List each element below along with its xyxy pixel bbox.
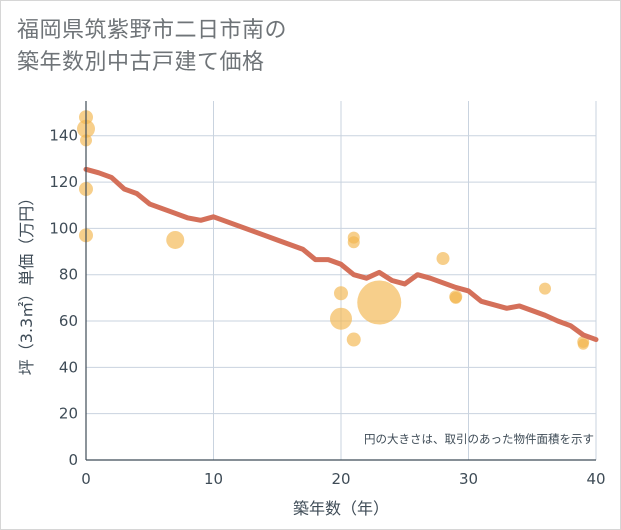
- trend-line: [83, 166, 599, 343]
- x-tick-label-30: 30: [459, 470, 478, 488]
- trend-line-group: [83, 166, 599, 343]
- axes: [85, 101, 596, 461]
- x-tick-label-0: 0: [81, 470, 91, 488]
- tick-labels: 0 10 20 30 40 0 20 40 60 80 100 120 140: [49, 127, 605, 488]
- y-tick-label-60: 60: [59, 312, 78, 330]
- bubble-12: [436, 251, 450, 265]
- y-tick-label-20: 20: [59, 405, 78, 423]
- x-tick-label-40: 40: [586, 470, 605, 488]
- x-axis-label: 築年数（年）: [293, 499, 389, 518]
- y-tick-label-140: 140: [49, 127, 78, 145]
- x-tick-label-10: 10: [204, 470, 223, 488]
- chart-title-line-1: 福岡県筑紫野市二日市南の: [17, 18, 288, 43]
- y-tick-label-80: 80: [59, 266, 78, 284]
- chart-title-line-2: 築年数別中古戸建て価格: [17, 50, 265, 75]
- bubble-size-note: 円の大きさは、取引のあった物件面積を示す: [364, 432, 594, 446]
- x-tick-label-20: 20: [331, 470, 350, 488]
- bubble-10: [346, 332, 361, 347]
- y-tick-label-0: 0: [68, 451, 78, 469]
- bubble-14: [449, 291, 462, 304]
- y-axis-label: 坪（3.3㎡）単価（万円）: [17, 190, 36, 375]
- bubble-6: [334, 286, 348, 301]
- bubble-9: [347, 236, 360, 249]
- y-tick-label-40: 40: [59, 358, 78, 376]
- transaction-bubbles: [77, 110, 590, 350]
- bubble-5: [166, 230, 185, 249]
- chart-title: 福岡県筑紫野市二日市南の 築年数別中古戸建て価格: [17, 15, 287, 79]
- y-tick-label-100: 100: [49, 219, 78, 237]
- bubble-11: [357, 280, 402, 325]
- bubble-7: [330, 307, 352, 330]
- y-tick-label-120: 120: [49, 173, 78, 191]
- bubble-15: [539, 282, 551, 295]
- bubble-17: [577, 338, 589, 350]
